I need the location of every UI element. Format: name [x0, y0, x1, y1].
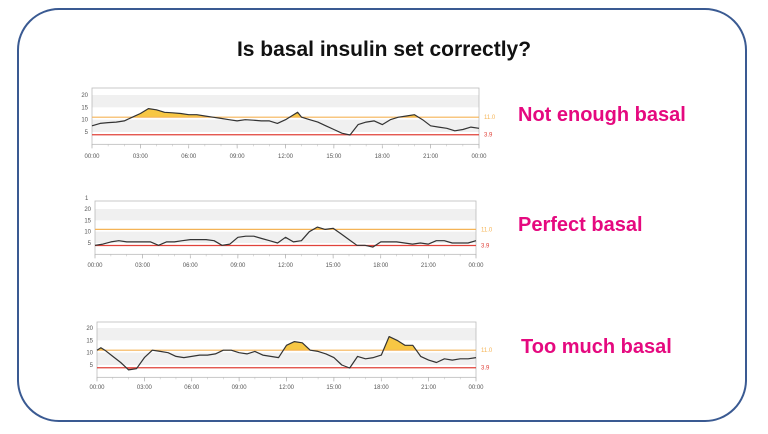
grid-band	[95, 209, 476, 221]
x-tick-label: 00:00	[471, 154, 487, 160]
y-tick-label: 5	[90, 363, 94, 369]
glucose-trace	[96, 336, 477, 371]
y-tick-label: 5	[85, 130, 89, 136]
chart-3: 5 10 15 20 00:00 03:00 06:00 09:00 12:00 15:00 18:…	[86, 321, 493, 391]
x-tick-label: 03:00	[133, 154, 149, 160]
x-tick-label: 09:00	[232, 385, 248, 391]
x-tick-label: 15:00	[326, 385, 342, 391]
grid-band	[92, 95, 479, 108]
chart-1: 5 10 15 20 00:00 03:00 06:00 09:00 12:00 15:00 18:…	[81, 87, 496, 160]
label-not-enough-basal: Not enough basal	[518, 104, 686, 126]
x-tick-label: 09:00	[230, 263, 246, 269]
grid-band	[92, 119, 479, 132]
x-tick-label: 21:00	[421, 385, 437, 391]
x-tick-label: 12:00	[278, 263, 294, 269]
x-tick-label: 00:00	[87, 263, 103, 269]
glucose-trace	[91, 107, 480, 136]
y-tick-label: 10	[84, 230, 91, 236]
corner-mark: 1	[85, 196, 89, 202]
y-tick-label: 15	[84, 218, 91, 224]
x-tick-label: 03:00	[135, 263, 151, 269]
low-threshold-label: 3.9	[481, 366, 490, 372]
low-threshold-label: 3.9	[481, 243, 490, 249]
x-tick-label: 06:00	[181, 154, 197, 160]
x-tick-label: 06:00	[183, 263, 199, 269]
x-tick-label: 00:00	[468, 263, 484, 269]
x-tick-label: 21:00	[421, 263, 437, 269]
x-tick-label: 00:00	[84, 154, 100, 160]
y-tick-label: 20	[81, 93, 88, 99]
label-perfect-basal: Perfect basal	[518, 214, 643, 236]
x-tick-label: 12:00	[279, 385, 295, 391]
high-threshold-label: 11.0	[481, 227, 493, 233]
y-tick-label: 20	[84, 207, 91, 213]
x-tick-label: 12:00	[278, 154, 294, 160]
y-tick-label: 20	[86, 326, 93, 332]
glucose-trace	[94, 226, 477, 248]
x-tick-label: 03:00	[137, 385, 153, 391]
y-tick-label: 15	[81, 105, 88, 111]
y-tick-label: 10	[86, 351, 93, 357]
grid-band	[97, 352, 476, 365]
x-tick-label: 18:00	[375, 154, 391, 160]
x-tick-label: 00:00	[468, 385, 484, 391]
x-tick-label: 00:00	[89, 385, 105, 391]
x-tick-label: 15:00	[326, 263, 342, 269]
high-threshold-label: 11.0	[484, 115, 496, 121]
y-tick-label: 5	[88, 241, 92, 247]
x-tick-label: 21:00	[423, 154, 439, 160]
slide-frame	[17, 8, 747, 422]
grid-band	[97, 328, 476, 341]
x-tick-label: 18:00	[373, 263, 389, 269]
y-tick-label: 10	[81, 118, 88, 124]
high-threshold-label: 11.0	[481, 348, 493, 354]
x-tick-label: 06:00	[184, 385, 200, 391]
slide-title: Is basal insulin set correctly?	[236, 38, 532, 61]
x-tick-label: 09:00	[230, 154, 246, 160]
y-tick-label: 15	[86, 338, 93, 344]
label-too-much-basal: Too much basal	[521, 336, 672, 358]
chart-2: 5 10 15 20 1 00:00 03:00 06:00 09:00 12:00 15:00 18…	[84, 196, 493, 269]
x-tick-label: 18:00	[374, 385, 390, 391]
x-tick-label: 15:00	[326, 154, 342, 160]
low-threshold-label: 3.9	[484, 133, 493, 139]
